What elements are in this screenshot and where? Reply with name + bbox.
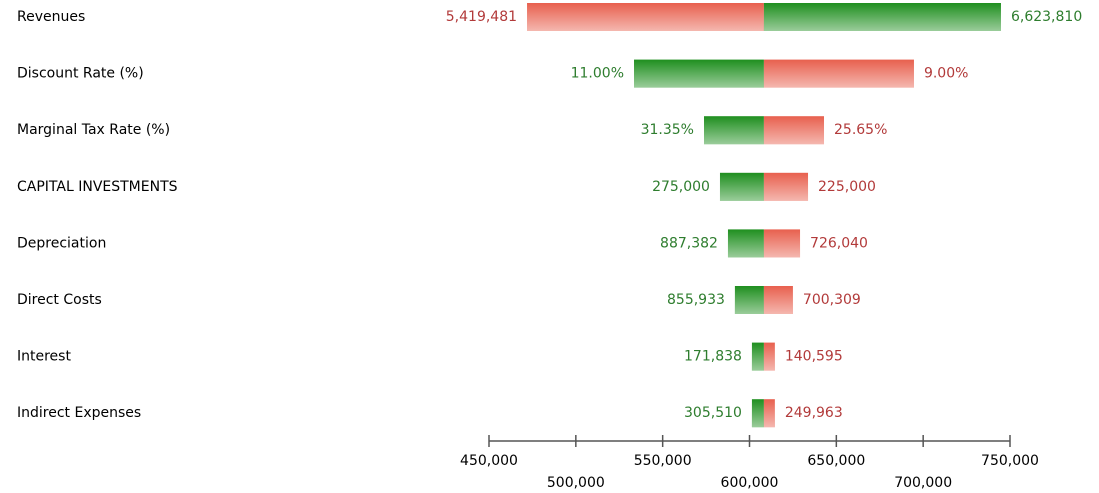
category-label: Revenues	[17, 9, 85, 25]
x-tick-label: 600,000	[721, 475, 779, 491]
category-label: Indirect Expenses	[17, 405, 141, 421]
x-tick-label: 750,000	[981, 453, 1039, 469]
input-label: 887,382	[660, 235, 718, 251]
input-label: 6,623,810	[1011, 9, 1082, 25]
bar-shine	[719, 172, 764, 201]
bar-shine	[763, 342, 775, 371]
input-label: 726,040	[810, 235, 868, 251]
input-label: 855,933	[667, 292, 725, 308]
x-tick-label: 500,000	[547, 475, 605, 491]
bar-shine	[763, 172, 809, 201]
bar-shine	[763, 229, 801, 258]
input-label: 5,419,481	[446, 9, 517, 25]
bar-shine	[634, 59, 764, 88]
input-label: 31.35%	[641, 122, 694, 138]
input-label: 171,838	[684, 349, 742, 365]
bar-shine	[751, 342, 764, 371]
bar-shine	[703, 116, 764, 145]
input-label: 700,309	[803, 292, 861, 308]
category-label: Depreciation	[17, 235, 106, 251]
input-label: 25.65%	[834, 122, 887, 138]
bar-shine	[727, 229, 764, 258]
input-label: 225,000	[818, 179, 876, 195]
input-label: 305,510	[684, 405, 742, 421]
category-label: Marginal Tax Rate (%)	[17, 122, 170, 138]
input-label: 275,000	[652, 179, 710, 195]
input-label: 9.00%	[924, 66, 968, 82]
input-label: 140,595	[785, 349, 843, 365]
bar-shine	[751, 399, 764, 428]
x-tick-label: 450,000	[460, 453, 518, 469]
x-tick-label: 700,000	[894, 475, 952, 491]
category-label: Direct Costs	[17, 292, 102, 308]
bar-shine	[763, 399, 775, 428]
bar-shine	[763, 286, 793, 314]
bar-shine	[763, 116, 825, 145]
category-label: Interest	[17, 349, 71, 365]
category-label: CAPITAL INVESTMENTS	[17, 179, 178, 195]
category-label: Discount Rate (%)	[17, 66, 144, 82]
input-label: 11.00%	[571, 66, 624, 82]
x-tick-label: 650,000	[807, 453, 865, 469]
input-label: 249,963	[785, 405, 843, 421]
bar-shine	[527, 3, 764, 31]
bar-shine	[734, 286, 764, 314]
bar-shine	[763, 3, 1001, 31]
x-tick-label: 550,000	[634, 453, 692, 469]
bar-shine	[763, 59, 914, 88]
